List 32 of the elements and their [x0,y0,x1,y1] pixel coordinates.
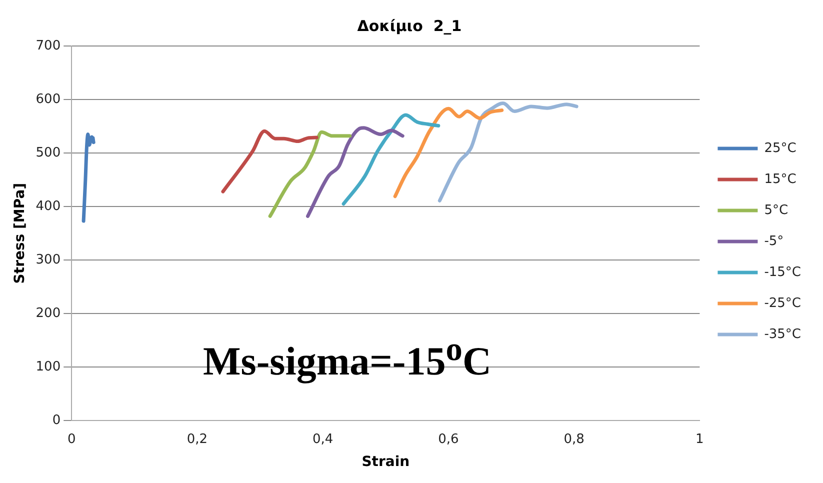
line-series [438,102,578,202]
y-tick-label: 200 [36,306,61,321]
annotation: Ms-sigma=-15$^{o}$C [203,331,492,384]
x-tick-label: 0,6 [438,432,459,447]
y-tick-label: 500 [36,145,61,160]
y-axis-title: Stress [MPa] [12,182,28,284]
chart-title: Δοκίμιο 2_1 [357,16,462,35]
line-series [393,106,504,198]
legend-label: 5°C [764,202,788,218]
line-series [306,126,404,218]
legend-label: -25°C [764,296,801,311]
line-series [221,129,318,194]
y-tick-label: 400 [36,198,61,214]
y-tick-label: 100 [36,359,61,374]
y-tick-label: 0 [52,412,61,428]
x-tick-label: 0,4 [312,432,334,447]
line-series [82,132,96,223]
legend-label: -35°C [764,326,801,342]
y-tick-label: 300 [36,252,61,268]
y-tick-label: 600 [36,92,61,107]
x-tick-label: 1 [696,432,704,447]
legend-label: 25°C [764,140,796,156]
x-tick-label: 0,2 [186,432,208,447]
legend-label: -5° [764,234,784,249]
y-tick-label: 700 [36,38,61,54]
x-tick-label: 0 [67,432,76,447]
line-series [342,113,440,206]
x-axis-title: Strain [362,454,410,470]
legend-label: -15°C [764,264,801,280]
line-series [268,130,352,218]
legend-label: 15°C [764,172,796,187]
x-tick-label: 0,8 [564,432,584,447]
